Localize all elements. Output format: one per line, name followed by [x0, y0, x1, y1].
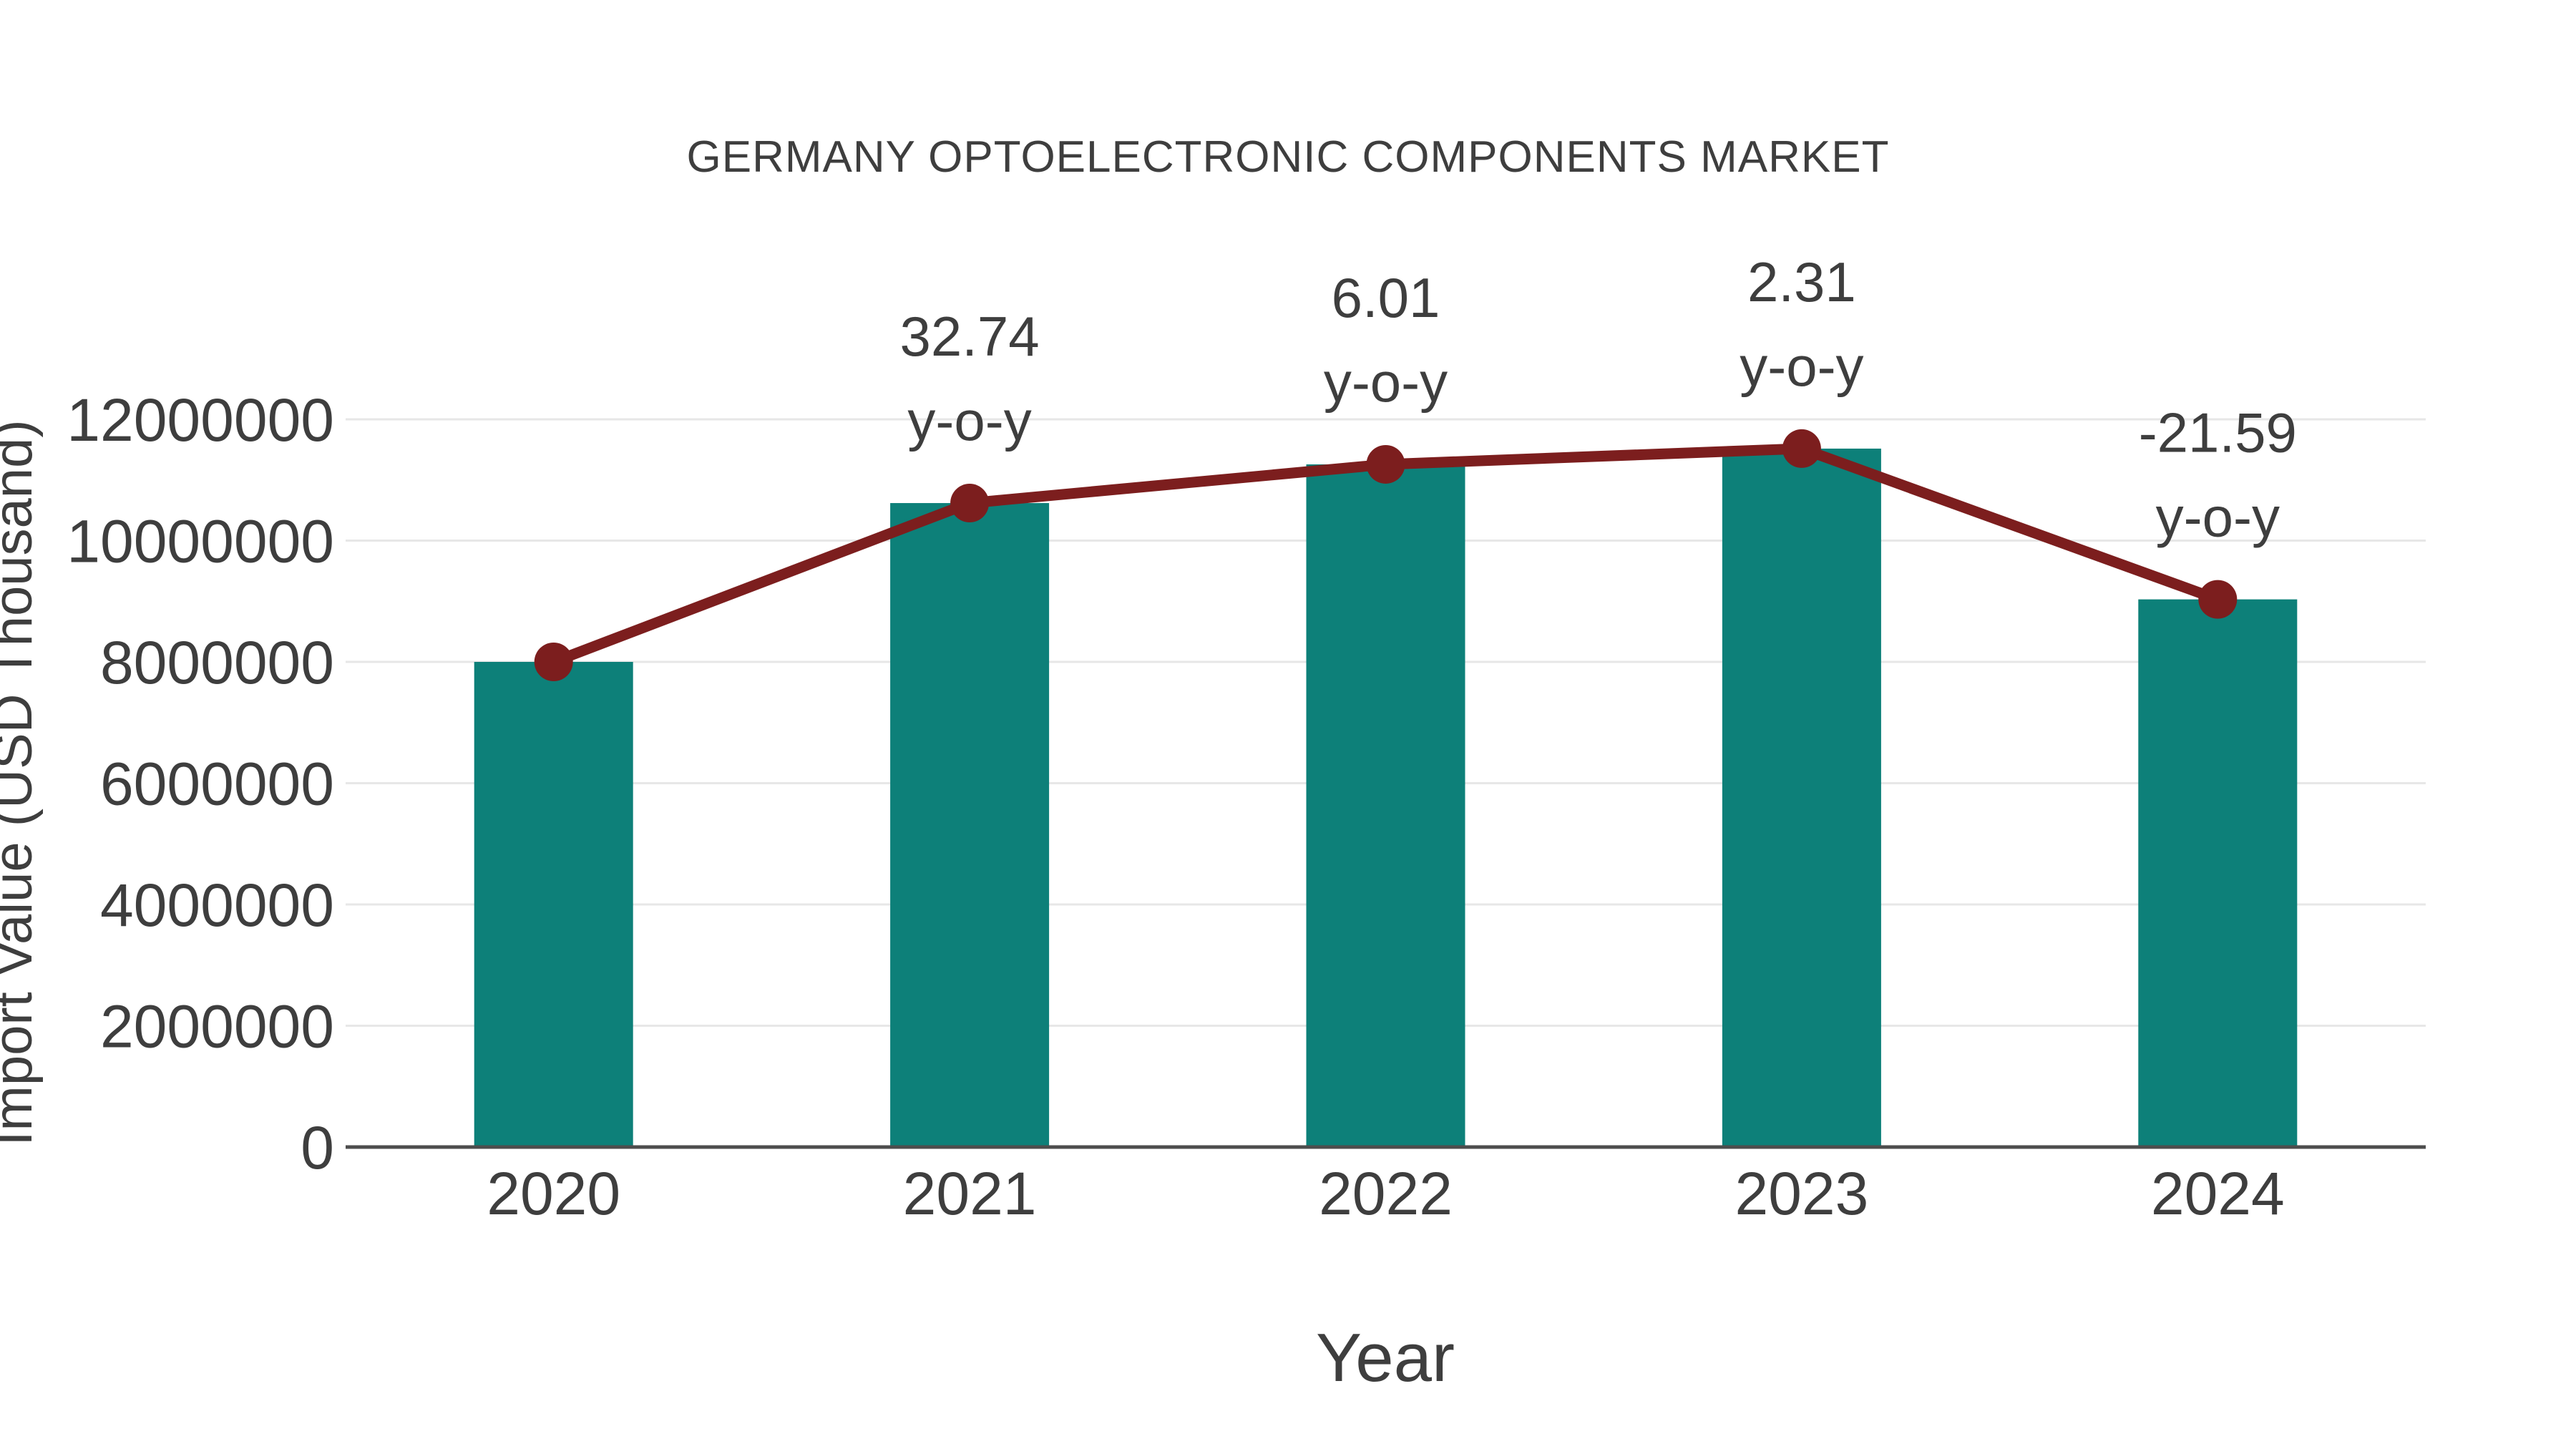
x-tick-label-2021: 2021 — [903, 1160, 1037, 1227]
y-axis-tick-labels: 0 2000000 4000000 6000000 8000000 10000000 120… — [67, 386, 334, 1181]
x-tick-label-2023: 2023 — [1735, 1160, 1868, 1227]
y-tick-label: 0 — [301, 1114, 334, 1181]
bar-series — [474, 448, 2298, 1147]
yoy-value-2024: -21.59 — [2139, 401, 2297, 464]
yoy-suffix-2024: y-o-y — [2156, 486, 2280, 549]
yoy-suffix-2022: y-o-y — [1324, 351, 1448, 414]
trend-marker-2023 — [1782, 429, 1821, 468]
x-axis-title: Year — [1316, 1319, 1455, 1396]
yoy-annotations: 32.74 y-o-y 6.01 y-o-y 2.31 y-o-y -21.59 y-o-y — [899, 250, 2296, 549]
y-tick-label: 6000000 — [100, 751, 334, 818]
x-tick-label-2020: 2020 — [487, 1160, 620, 1227]
bar-2021 — [890, 503, 1050, 1147]
yoy-value-2023: 2.31 — [1747, 250, 1856, 313]
trend-line-series — [534, 429, 2238, 681]
y-tick-label: 8000000 — [100, 629, 334, 696]
bar-2024 — [2138, 599, 2298, 1147]
y-tick-label: 10000000 — [67, 508, 334, 575]
chart-title: GERMANY OPTOELECTRONIC COMPONENTS MARKET — [687, 132, 1890, 182]
bar-2022 — [1306, 464, 1465, 1147]
y-axis-title: Import Value (USD Thousand) — [0, 419, 44, 1146]
yoy-value-2021: 32.74 — [899, 305, 1039, 368]
y-tick-label: 4000000 — [100, 872, 334, 939]
y-tick-label: 12000000 — [67, 386, 334, 454]
trend-marker-2020 — [534, 643, 573, 681]
trend-marker-2021 — [950, 484, 990, 523]
x-axis-tick-labels: 2020 2021 2022 2023 2024 — [487, 1160, 2284, 1227]
yoy-suffix-2021: y-o-y — [907, 389, 1031, 452]
trend-marker-2024 — [2198, 580, 2238, 619]
x-tick-label-2024: 2024 — [2151, 1160, 2285, 1227]
x-tick-label-2022: 2022 — [1319, 1160, 1453, 1227]
bar-2020 — [474, 662, 633, 1147]
bar-2023 — [1722, 448, 1881, 1147]
yoy-suffix-2023: y-o-y — [1740, 335, 1863, 398]
yoy-value-2022: 6.01 — [1332, 266, 1440, 329]
trend-marker-2022 — [1366, 444, 1405, 484]
y-tick-label: 2000000 — [100, 993, 334, 1060]
